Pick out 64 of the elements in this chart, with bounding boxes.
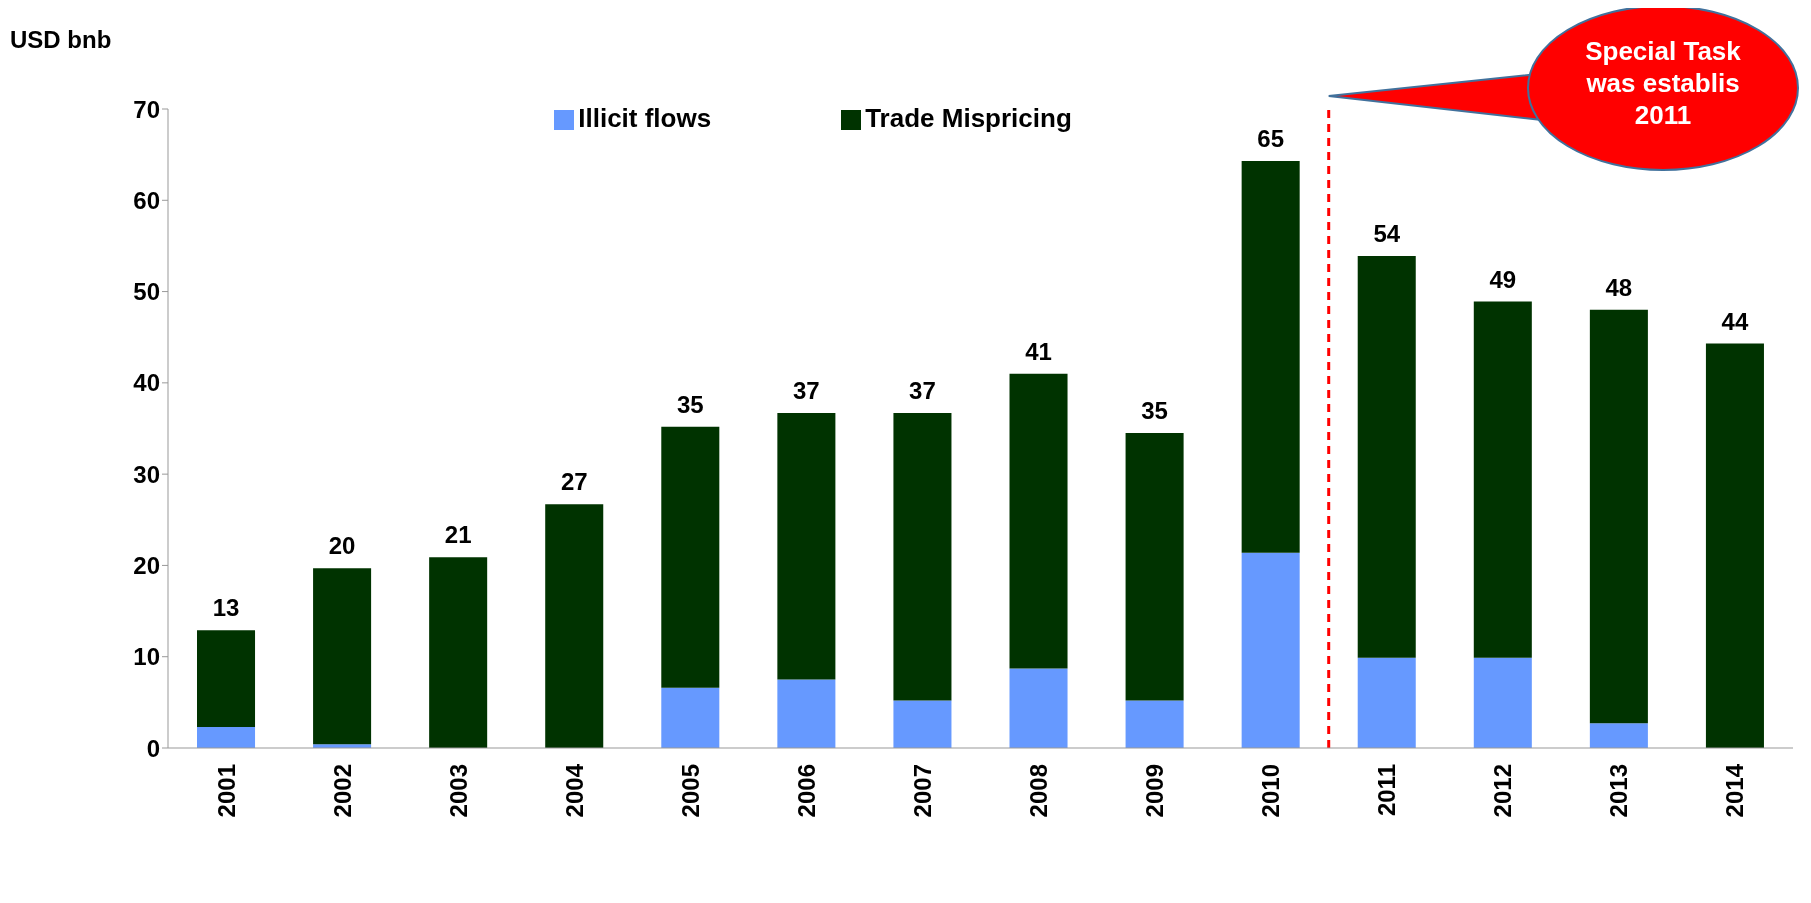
legend-label: Trade Mispricing [865,103,1072,133]
bar [893,700,952,748]
x-tick-label: 2012 [1489,764,1517,818]
x-tick-label: 2009 [1141,764,1169,818]
bar [1473,657,1532,748]
bar [1357,657,1416,748]
total-label: 54 [1373,219,1401,247]
x-tick-label: 2003 [444,764,472,818]
y-tick-label: 60 [133,186,160,214]
bar [1705,343,1764,748]
total-label: 37 [793,376,820,404]
total-label: 49 [1489,265,1517,293]
x-tick-label: 2014 [1721,763,1749,818]
bar [661,687,720,748]
total-label: 13 [212,594,240,622]
total-label: 37 [909,376,936,404]
bar [429,557,488,748]
x-tick-label: 2013 [1605,764,1633,818]
bar [1473,301,1532,658]
x-tick-label: 2007 [908,764,936,818]
total-label: 65 [1257,125,1285,153]
total-label: 35 [676,390,704,418]
bar [893,412,952,701]
y-tick-label: 50 [133,278,160,306]
bar [1009,668,1068,748]
bar [197,727,256,748]
total-label: 44 [1721,307,1749,335]
bar [545,504,604,748]
y-tick-label: 10 [133,643,160,671]
bar [1241,161,1300,553]
x-tick-label: 2008 [1025,764,1053,818]
bar [1125,433,1184,701]
total-label: 35 [1141,397,1168,425]
bar [777,412,836,680]
legend-label: Illicit flows [578,103,712,133]
x-tick-label: 2006 [792,764,820,818]
annotation: Special Task was establis 2011 [1585,36,1742,130]
bar [1589,309,1648,724]
total-label: 21 [444,521,472,549]
bar [1009,373,1068,669]
total-label: 48 [1605,273,1633,301]
x-tick-label: 2011 [1373,764,1401,817]
y-axis-title: USD bnb [10,26,112,54]
bar [313,568,372,745]
bar [197,630,256,727]
y-tick-label: 40 [133,369,160,397]
total-label: 20 [328,532,356,560]
bar [661,426,720,688]
bar [777,679,836,748]
bar [1357,255,1416,658]
bar [1125,700,1184,748]
y-tick-label: 20 [133,551,160,579]
total-label: 27 [560,468,588,496]
y-tick-label: 0 [146,734,160,762]
x-tick-label: 2002 [328,764,356,818]
x-tick-label: 2004 [560,763,588,818]
bar [1241,552,1300,748]
bar [1589,723,1648,748]
total-label: 41 [1025,337,1052,365]
x-tick-label: 2005 [676,764,704,818]
x-tick-label: 2010 [1257,764,1285,818]
y-tick-label: 30 [133,460,160,488]
x-tick-label: 2001 [212,764,240,818]
y-tick-label: 70 [133,95,160,123]
